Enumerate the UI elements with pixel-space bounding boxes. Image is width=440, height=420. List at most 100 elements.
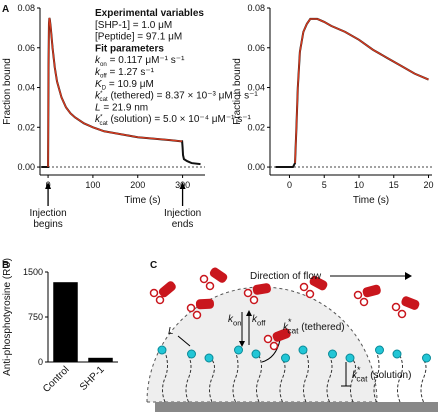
domain [205,281,215,291]
subscript: on [233,318,242,327]
panel-label: C [150,260,157,271]
tether [350,359,356,403]
y-tick-label: 0.00 [17,162,35,172]
symbol: k [95,114,101,125]
subscript: cat [356,374,368,384]
symbol: k [252,314,258,325]
arrow-head [405,272,412,280]
subscript: cat [99,120,108,127]
annotation: [Peptide] = 97.1 μM [95,32,182,43]
text: = 0.117 μM⁻¹ s⁻¹ [107,55,185,66]
domain [359,297,369,307]
arrow-head [246,310,252,316]
text: (tethered) [299,322,345,333]
symbol: k [95,67,101,78]
x-tick-label: 5 [322,180,327,190]
domain [263,334,273,344]
domain [149,288,159,298]
enzyme [309,275,328,291]
peptide [422,353,431,363]
x-tick-label: 0 [287,180,292,190]
tether [373,351,380,403]
subscript: off [257,318,266,327]
y-tick-label: 0.02 [247,122,265,132]
domain [299,282,309,292]
peptide [298,345,308,355]
text: Fit parameters [95,43,164,54]
kon-label: kon [228,314,242,327]
enzyme [158,281,176,298]
inhibit-arrow [261,339,281,363]
x-tick-label: 20 [424,180,434,190]
enzyme [362,284,381,298]
tether [256,355,262,403]
superscript: * [288,317,292,327]
tether [162,351,168,403]
x-axis-label: Time (s) [124,195,160,206]
annotation: Experimental variables [95,8,204,19]
tether [326,355,333,403]
y-tick-label: 0.02 [17,122,35,132]
capture-radius [146,286,378,403]
x-tick-label: Control [41,364,72,395]
kcat-solution-label: k* cat (solution) [352,365,411,383]
domain [192,310,202,320]
domain [305,289,315,299]
tether [185,355,192,403]
superscript: * [357,365,361,375]
arrow-head [45,182,52,189]
peptide [251,349,261,359]
text: = 1.27 s⁻¹ [107,67,155,78]
peptide [392,349,402,359]
x-tick-label: 200 [130,180,145,190]
annotation: Fit parameters [95,43,164,54]
peptide [345,353,355,363]
annotation: k* cat (tethered) = 8.37 × 10⁻³ μM⁻¹ s⁻¹ [95,90,258,103]
x-tick-label: 100 [85,180,100,190]
annotation: koff = 1.27 s⁻¹ [95,67,155,80]
superscript: * [100,90,103,97]
domain [199,274,209,284]
y-axis-label: Fraction bound [232,58,243,125]
symbol: K [95,79,103,90]
panel-label: B [2,260,9,271]
marker-label: Injection [29,208,66,219]
marker-label: Injection [164,208,201,219]
domain [243,288,253,298]
tether [397,355,403,403]
domain [155,295,165,305]
y-tick-label: 0.08 [247,3,265,13]
l-label: L [168,326,174,337]
flow-label: Direction of flow [250,271,322,282]
y-tick-label: 0 [38,357,43,367]
y-axis-label: Fraction bound [2,58,13,125]
enzyme [252,283,271,295]
peptide [281,353,290,363]
series-line [275,17,429,169]
y-tick-label: 0.04 [17,83,35,93]
tether [209,359,215,403]
symbol: k [352,370,358,381]
peptide [375,345,384,355]
diagram: Direction of flow L [146,267,438,412]
marker-label: ends [172,219,194,230]
annotation: kon = 0.117 μM⁻¹ s⁻¹ [95,55,185,68]
annotation: k* cat (solution) = 5.0 × 10⁻⁴ μM⁻¹ s⁻¹ [95,114,252,127]
marker-label: begins [33,219,62,230]
text: (solution) [368,370,412,381]
series-line [294,18,429,164]
y-tick-label: 0.04 [247,83,265,93]
surface [155,402,438,412]
annotation: L = 21.9 nm [95,102,148,113]
tether [420,359,427,403]
arrow-head [239,341,245,347]
kcat-tethered-label: k* cat (tethered) [283,317,345,335]
domain [391,302,401,312]
y-tick-label: 0.00 [247,162,265,172]
peptide [328,349,337,359]
text: [SHP-1] = 1.0 μM [95,20,172,31]
text: = 10.9 μM [106,79,154,90]
y-tick-label: 1500 [23,267,43,277]
subscript: D [102,84,107,91]
enzyme [272,328,291,342]
